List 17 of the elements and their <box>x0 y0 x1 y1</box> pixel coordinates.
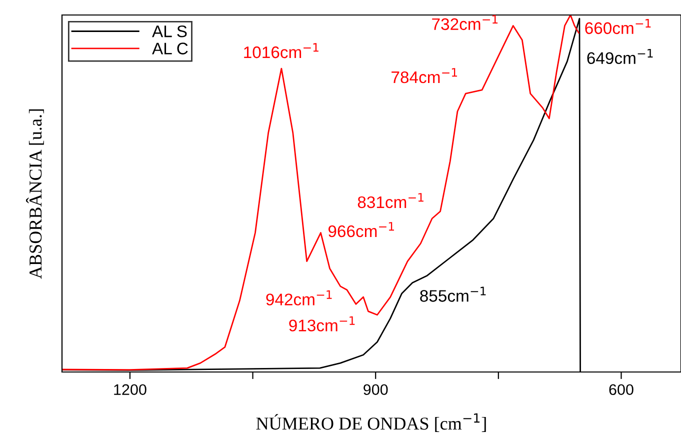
annotation: 966cm$^{−1}$ <box>328 222 394 238</box>
annotation: 1016cm$^{−1}$ <box>244 43 318 58</box>
annotation: 942cm$^{−1}$ <box>266 290 332 306</box>
y-axis-title: ABSORBÂNCIA [u.a.] <box>26 109 44 279</box>
legend-label: AL C <box>152 42 188 54</box>
annotation: 649cm$^{−1}$ <box>587 48 653 64</box>
annotation: 784cm$^{−1}$ <box>392 68 458 84</box>
annotation: 855cm$^{−1}$ <box>420 286 486 302</box>
annotation: 831cm$^{−1}$ <box>358 193 424 208</box>
x-tick-label: 900 <box>364 384 388 396</box>
x-tick-label: 1200 <box>114 384 146 396</box>
x-tick-label: 600 <box>609 384 634 396</box>
annotation: 660cm$^{−1}$ <box>585 19 651 34</box>
legend-label: AL S <box>152 25 187 38</box>
annotation: 913cm$^{−1}$ <box>289 316 355 332</box>
annotation: 732cm$^{−1}$ <box>432 15 498 30</box>
x-axis-title: NÚMERO DE ONDAS [cm$^{−1}$] <box>256 413 486 432</box>
